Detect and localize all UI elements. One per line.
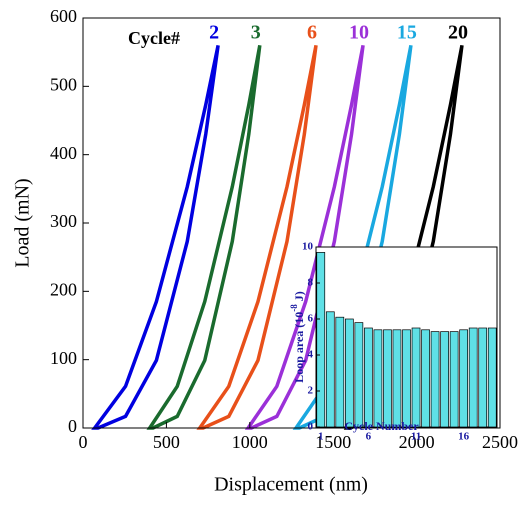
bar — [478, 327, 488, 428]
y-tick-label: 200 — [50, 279, 77, 299]
y-label-sup: -8 — [289, 304, 299, 312]
loop-line — [196, 44, 318, 430]
x-tick-label: 16 — [458, 431, 470, 443]
y-label-end: J) — [292, 291, 306, 304]
cycle-label: 2 — [209, 22, 219, 44]
bar — [449, 331, 459, 428]
bar — [468, 327, 478, 428]
loop-line — [244, 45, 365, 430]
cycle-label: 6 — [307, 22, 317, 44]
cycle-label: 10 — [349, 22, 369, 44]
x-axis-label: Cycle Number — [344, 419, 419, 433]
loop-line — [91, 44, 220, 430]
x-tick-label: 1500 — [315, 432, 351, 452]
cycle-label: 20 — [448, 22, 468, 44]
bar — [402, 329, 411, 428]
bar — [316, 252, 326, 428]
cycle-label: 15 — [397, 22, 417, 44]
x-tick-label: 2000 — [399, 432, 435, 452]
y-tick-label: 8 — [308, 277, 314, 289]
bar — [373, 329, 383, 428]
y-tick-label: 100 — [50, 348, 77, 368]
bar — [392, 329, 402, 428]
y-tick-label: 600 — [50, 6, 77, 26]
bar — [335, 316, 345, 428]
bar — [421, 329, 430, 428]
bar — [383, 329, 392, 428]
y-axis-label: Load (mN) — [12, 178, 34, 267]
x-tick-label: 500 — [153, 432, 180, 452]
y-tick-label: 0 — [308, 421, 314, 433]
x-tick-label: 1 — [318, 431, 324, 443]
x-tick-label: 11 — [411, 431, 421, 443]
bar — [440, 331, 449, 428]
y-tick-label: 6 — [308, 313, 314, 325]
y-label-text: Loop area (10 — [292, 312, 306, 383]
y-tick-label: 4 — [308, 349, 314, 361]
x-tick-label: 1000 — [232, 432, 268, 452]
y-tick-label: 300 — [50, 211, 77, 231]
annotation: Cycle# — [128, 28, 180, 48]
y-tick-label: 500 — [50, 74, 77, 94]
bar — [411, 327, 421, 428]
x-axis-label: Displacement (nm) — [214, 474, 368, 496]
bar — [325, 311, 335, 428]
x-tick-label: 6 — [366, 431, 372, 443]
cycle-label: 3 — [251, 22, 261, 44]
bar — [344, 318, 354, 428]
y-tick-label: 0 — [68, 416, 77, 436]
x-tick-label: 0 — [79, 432, 88, 452]
y-tick-label: 10 — [302, 241, 314, 253]
y-tick-label: 400 — [50, 143, 77, 163]
x-tick-label: 2500 — [482, 432, 518, 452]
loop-line — [146, 45, 262, 430]
bar — [459, 329, 469, 428]
bar — [487, 327, 497, 428]
y-axis-label: Loop area (10-8 J) — [289, 291, 306, 383]
bar — [430, 331, 440, 428]
y-tick-label: 2 — [308, 385, 314, 397]
bar — [364, 327, 373, 428]
bar — [354, 322, 364, 428]
